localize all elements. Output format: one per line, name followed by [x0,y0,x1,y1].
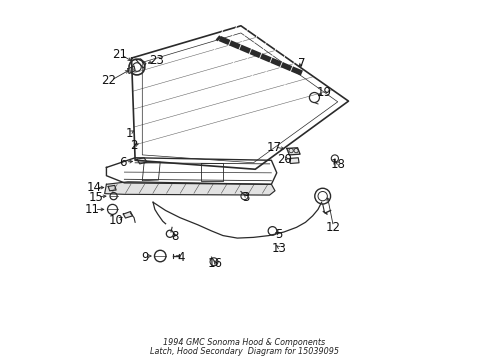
Text: 1994 GMC Sonoma Hood & Components: 1994 GMC Sonoma Hood & Components [163,338,325,347]
Text: 16: 16 [207,257,222,270]
Text: 4: 4 [177,251,184,264]
Text: 23: 23 [148,54,163,67]
Text: 15: 15 [88,191,103,204]
Polygon shape [137,158,147,164]
Polygon shape [128,66,135,73]
Text: 3: 3 [242,192,249,204]
Text: 6: 6 [119,156,126,169]
Text: 2: 2 [130,139,138,152]
Text: 21: 21 [112,48,127,61]
Text: 17: 17 [266,141,281,154]
Text: 19: 19 [316,86,331,99]
Text: 10: 10 [108,214,123,227]
Polygon shape [289,158,298,163]
Text: 7: 7 [298,57,305,69]
Text: 22: 22 [101,74,116,87]
Polygon shape [104,182,274,195]
Text: 20: 20 [277,153,291,166]
Text: 1: 1 [125,127,133,140]
Text: 12: 12 [325,221,340,234]
Polygon shape [286,148,300,155]
Text: 14: 14 [86,181,101,194]
Text: 8: 8 [170,230,178,243]
Text: 5: 5 [275,228,282,241]
Polygon shape [108,185,116,191]
Text: 18: 18 [330,158,345,171]
Text: 9: 9 [141,251,148,264]
Polygon shape [123,212,132,218]
Text: Latch, Hood Secondary  Diagram for 15039095: Latch, Hood Secondary Diagram for 150390… [150,347,338,356]
Text: 13: 13 [271,242,286,255]
Text: 11: 11 [85,203,100,216]
